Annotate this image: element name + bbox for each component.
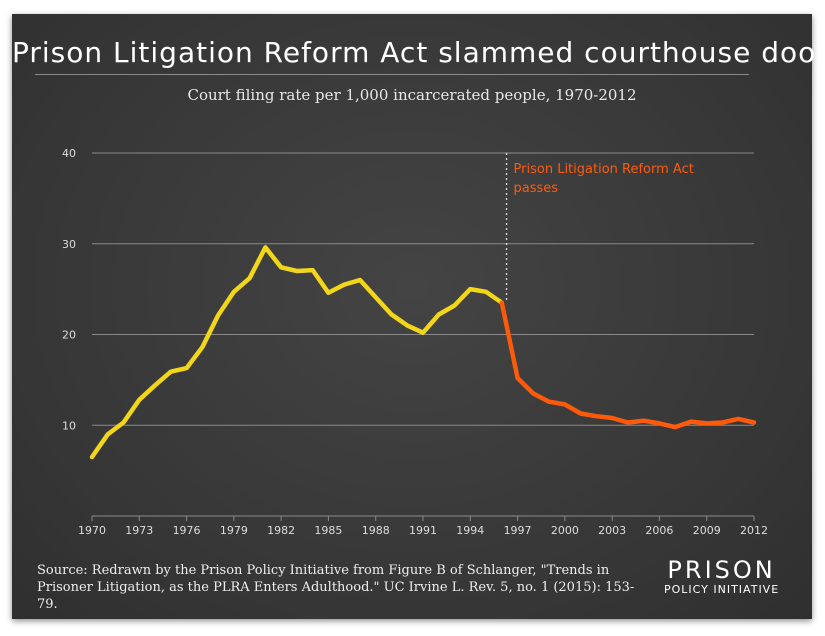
x-tick-label: 1976 xyxy=(173,524,201,537)
series-line-post-plra xyxy=(499,300,757,430)
y-tick-label: 30 xyxy=(62,238,76,251)
x-tick-label: 2009 xyxy=(693,524,721,537)
line-chart: 10 20 30 40 1970 1973 1976 1979 1982 1985 1988 199… xyxy=(62,147,768,537)
y-tick-label: 40 xyxy=(62,147,76,160)
x-tick-label: 1973 xyxy=(125,524,153,537)
chart-title: Prison Litigation Reform Act slammed cou… xyxy=(12,36,825,69)
x-tick-label: 2003 xyxy=(598,524,626,537)
title-divider xyxy=(35,74,749,75)
x-tick-label: 1994 xyxy=(456,524,484,537)
x-tick-label: 1979 xyxy=(220,524,248,537)
series-line-pre-plra xyxy=(89,245,505,460)
annotation-group: Prison Litigation Reform Act passes xyxy=(505,153,694,303)
y-axis: 10 20 30 40 xyxy=(62,147,76,432)
x-axis: 1970 1973 1976 1979 1982 1985 1988 1991 1994 1997… xyxy=(78,515,768,537)
x-tick-label: 1982 xyxy=(267,524,295,537)
x-tick-label: 1997 xyxy=(504,524,532,537)
series-group xyxy=(89,245,757,460)
x-tick-label: 1985 xyxy=(314,524,342,537)
chart-subtitle: Court filing rate per 1,000 incarcerated… xyxy=(187,86,637,104)
x-tick-label: 1970 xyxy=(78,524,106,537)
x-tick-label: 1991 xyxy=(409,524,437,537)
source-note: Source: Redrawn by the Prison Policy Ini… xyxy=(37,563,635,612)
x-tick-label: 2012 xyxy=(740,524,768,537)
y-tick-label: 20 xyxy=(62,329,76,342)
logo-wordmark-bottom: POLICY INITIATIVE xyxy=(664,583,780,596)
gridlines xyxy=(92,152,754,426)
annotation-label: passes xyxy=(514,181,559,196)
y-tick-label: 10 xyxy=(62,419,76,432)
x-tick-label: 1988 xyxy=(362,524,390,537)
annotation-label: Prison Litigation Reform Act xyxy=(514,162,694,177)
chart-card: Prison Litigation Reform Act slammed cou… xyxy=(12,14,825,619)
x-tick-label: 2006 xyxy=(645,524,673,537)
logo-wordmark-top: PRISON xyxy=(667,556,776,584)
organization-logo: PRISON POLICY INITIATIVE xyxy=(664,557,779,597)
x-tick-label: 2000 xyxy=(551,524,579,537)
